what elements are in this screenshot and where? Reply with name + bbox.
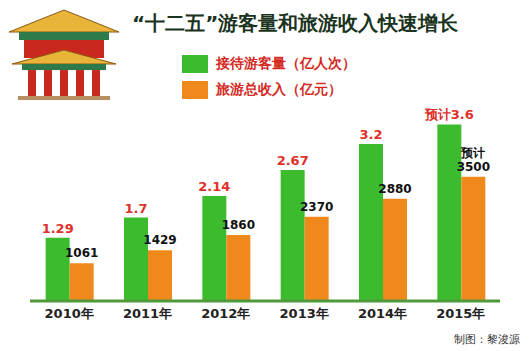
svg-text:2370: 2370 bbox=[300, 200, 333, 214]
svg-text:预计3500: 预计3500 bbox=[457, 146, 490, 174]
html-text:制图：黎浚源: 制图：黎浚源 bbox=[454, 333, 520, 346]
svg-text:1.29: 1.29 bbox=[42, 221, 74, 236]
svg-text:1429: 1429 bbox=[143, 233, 176, 247]
html-text:旅游总收入（亿元）: 旅游总收入（亿元） bbox=[216, 81, 342, 97]
svg-text:3.2: 3.2 bbox=[359, 127, 382, 142]
svg-text:1860: 1860 bbox=[222, 218, 255, 232]
svg-text:2014年: 2014年 bbox=[358, 306, 407, 321]
svg-text:2.14: 2.14 bbox=[198, 179, 230, 194]
svg-text:预计3.6: 预计3.6 bbox=[424, 107, 474, 122]
svg-text:2013年: 2013年 bbox=[280, 306, 329, 321]
svg-text:2880: 2880 bbox=[378, 182, 411, 196]
svg-text:1061: 1061 bbox=[65, 246, 98, 260]
svg-text:2.67: 2.67 bbox=[277, 153, 309, 168]
html-text:“十二五”游客量和旅游收入快速增长: “十二五”游客量和旅游收入快速增长 bbox=[132, 11, 459, 35]
svg-text:2012年: 2012年 bbox=[201, 306, 250, 321]
html-text:接待游客量（亿人次）: 接待游客量（亿人次） bbox=[216, 55, 356, 71]
svg-text:2011年: 2011年 bbox=[123, 306, 172, 321]
svg-text:2010年: 2010年 bbox=[45, 306, 94, 321]
svg-text:2015年: 2015年 bbox=[436, 306, 485, 321]
svg-text:1.7: 1.7 bbox=[124, 201, 147, 216]
